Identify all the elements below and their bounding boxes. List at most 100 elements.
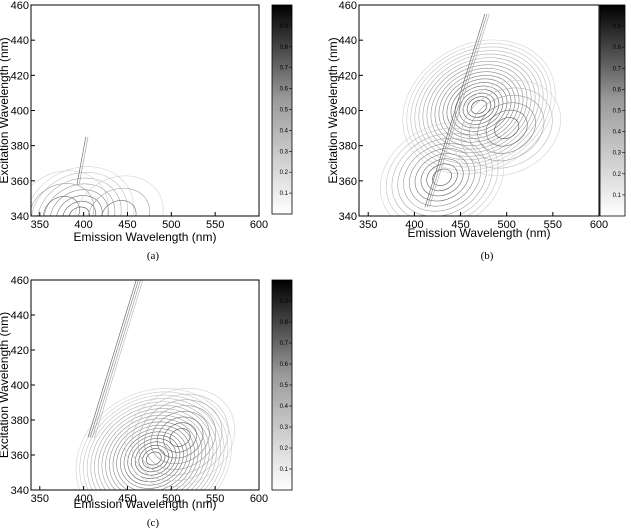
contour-line bbox=[414, 50, 544, 164]
y-tick-label: 400 bbox=[11, 380, 29, 392]
y-tick-label: 460 bbox=[11, 275, 29, 287]
x-tick-label: 450 bbox=[118, 493, 136, 505]
colorbar-tick-label: 0.8 bbox=[280, 320, 289, 326]
contour-line bbox=[494, 117, 520, 139]
ridge-line bbox=[94, 280, 144, 438]
colorbar-tick-label: 0.5 bbox=[280, 108, 289, 114]
ridge-line bbox=[426, 13, 488, 208]
y-tick-label: 420 bbox=[11, 345, 29, 357]
contour-line bbox=[109, 418, 199, 490]
y-tick-label: 340 bbox=[339, 211, 357, 223]
y-tick-label: 460 bbox=[339, 0, 357, 12]
contour-line bbox=[31, 172, 128, 216]
contour-line bbox=[402, 39, 556, 175]
colorbar-tick-label: 0.5 bbox=[280, 383, 289, 389]
contour-line bbox=[101, 200, 137, 216]
colorbar-tick-label: 0.9 bbox=[280, 299, 289, 305]
contour-line bbox=[446, 78, 512, 136]
contour-line bbox=[450, 82, 508, 132]
colorbar-tick-label: 0.7 bbox=[280, 341, 289, 347]
contour-line bbox=[414, 153, 470, 202]
contour-line bbox=[406, 43, 552, 171]
colorbar-tick-label: 0.8 bbox=[280, 45, 289, 51]
contour-line bbox=[120, 428, 188, 489]
contour-line bbox=[97, 408, 210, 490]
contour-line bbox=[144, 405, 216, 470]
panel-b: 350 400 450 500 550 600 340 360 380 400 420 440 460 E… bbox=[326, 0, 626, 262]
contour-line bbox=[145, 451, 162, 466]
ridge-line bbox=[87, 280, 137, 438]
contour-line bbox=[466, 96, 492, 118]
contour-line bbox=[438, 71, 520, 143]
colorbar-tick-label: 0.3 bbox=[280, 425, 289, 431]
contour-line bbox=[169, 428, 191, 447]
contour-line bbox=[43, 196, 80, 216]
y-axis-label: Excitation Wavelength (nm) bbox=[326, 37, 340, 183]
colorbar-tick-label: 0.8 bbox=[613, 45, 622, 51]
ridge-line bbox=[92, 280, 141, 438]
contour-line bbox=[36, 177, 122, 216]
contour-line bbox=[422, 57, 536, 157]
x-tick-label: 550 bbox=[206, 493, 224, 505]
contour-line bbox=[385, 127, 499, 216]
contour-area bbox=[75, 280, 236, 490]
contour-line bbox=[83, 394, 225, 490]
contour-line bbox=[469, 95, 545, 162]
y-tick-label: 400 bbox=[339, 106, 357, 118]
x-tick-label: 500 bbox=[498, 219, 516, 231]
contour-line bbox=[458, 89, 500, 125]
panel-a: 350 400 450 500 550 600 340 360 380 400 420 440 460 E… bbox=[0, 0, 293, 262]
colorbar-tick-label: 0.7 bbox=[613, 66, 622, 72]
contour-line bbox=[470, 99, 488, 115]
contour-line bbox=[391, 132, 493, 216]
x-tick-label: 550 bbox=[544, 219, 562, 231]
x-axis-label: Emission Wavelength (nm) bbox=[408, 226, 551, 240]
contour-line bbox=[123, 431, 184, 486]
y-tick-label: 360 bbox=[339, 176, 357, 188]
contour-line bbox=[79, 391, 229, 490]
contour-line bbox=[138, 444, 169, 473]
contour-line bbox=[90, 401, 218, 490]
x-tick-label: 400 bbox=[405, 219, 423, 231]
y-tick-label: 440 bbox=[11, 35, 29, 47]
contour-line bbox=[454, 85, 504, 129]
colorbar-tick-label: 0.1 bbox=[613, 193, 622, 199]
colorbar-tick-label: 0.4 bbox=[613, 130, 622, 136]
panel-caption: (c) bbox=[147, 517, 160, 529]
contour-line bbox=[31, 166, 135, 216]
x-tick-label: 600 bbox=[250, 219, 268, 231]
contour-line bbox=[137, 399, 223, 476]
plot-frame bbox=[358, 4, 600, 217]
contour-line bbox=[409, 148, 476, 207]
x-tick-label: 350 bbox=[31, 219, 49, 231]
contour-line bbox=[418, 53, 540, 161]
contour-line bbox=[420, 158, 464, 197]
colorbar-tick-label: 0.5 bbox=[613, 109, 622, 115]
contour-line bbox=[112, 421, 195, 490]
colorbar-tick-label: 0.4 bbox=[280, 128, 289, 134]
contour-line bbox=[68, 206, 90, 216]
ridge-line bbox=[76, 136, 87, 185]
colorbar-tick-label: 0.9 bbox=[280, 24, 289, 30]
y-tick-label: 420 bbox=[339, 70, 357, 82]
colorbar-tick-label: 0.2 bbox=[280, 446, 289, 452]
ridge-line bbox=[429, 13, 490, 208]
contour-line bbox=[430, 64, 528, 150]
contour-line bbox=[477, 102, 536, 154]
contour-line bbox=[31, 170, 109, 216]
y-tick-label: 420 bbox=[11, 70, 29, 82]
x-tick-label: 400 bbox=[74, 219, 92, 231]
contour-line bbox=[426, 163, 458, 192]
colorbar-tick-label: 0.6 bbox=[280, 87, 289, 93]
y-tick-label: 360 bbox=[11, 450, 29, 462]
contour-line bbox=[75, 388, 232, 490]
colorbar-tick-label: 0.3 bbox=[613, 151, 622, 157]
contour-line bbox=[485, 109, 528, 147]
x-tick-label: 500 bbox=[162, 219, 180, 231]
colorbar-tick-label: 0.2 bbox=[280, 170, 289, 176]
colorbar-tick-label: 0.4 bbox=[280, 404, 289, 410]
contour-line bbox=[460, 87, 553, 169]
contour-area bbox=[31, 136, 164, 216]
ridge-line bbox=[78, 136, 89, 185]
